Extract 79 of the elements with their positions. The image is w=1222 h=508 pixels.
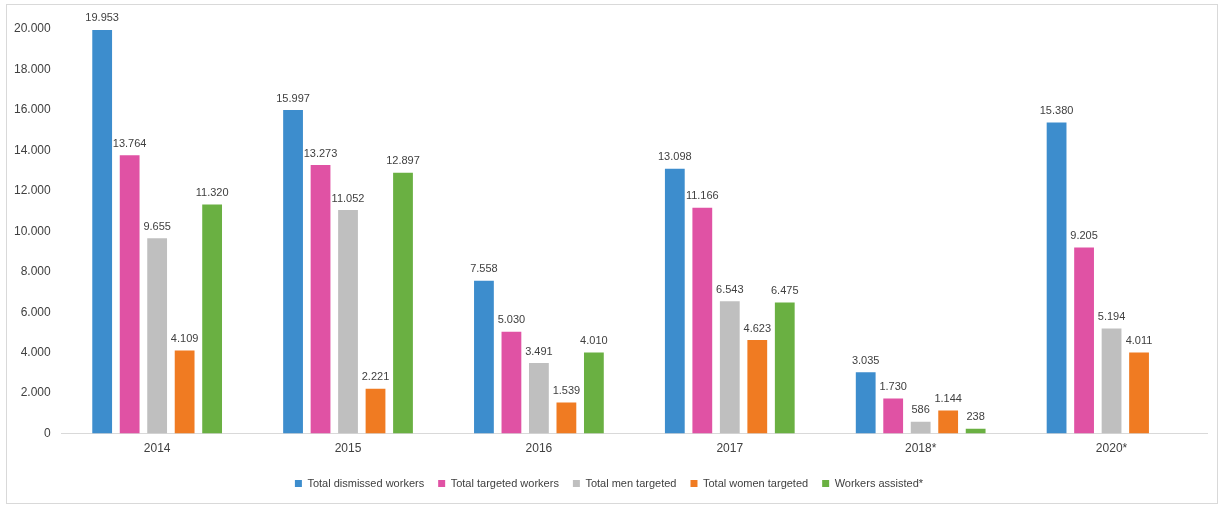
- data-label: 1.144: [934, 391, 962, 404]
- bar: [1101, 328, 1122, 434]
- data-label: 19.953: [85, 11, 119, 24]
- bar: [556, 402, 577, 434]
- y-tick-label: 2.000: [20, 385, 52, 400]
- x-tick-label: 2014: [143, 441, 171, 456]
- data-label: 6.543: [716, 282, 744, 295]
- bar: [338, 210, 358, 434]
- bar: [474, 280, 494, 434]
- bar: [719, 301, 740, 434]
- data-label: 5.194: [1097, 310, 1126, 323]
- x-tick-label: 2018*: [904, 441, 937, 456]
- data-label: 586: [911, 403, 930, 416]
- data-label: 11.052: [331, 191, 365, 204]
- data-label: 13.098: [657, 150, 692, 163]
- bar: [1129, 352, 1149, 434]
- y-tick-label: 8.000: [20, 264, 52, 279]
- y-tick-label: 20.000: [14, 21, 52, 36]
- bar: [692, 207, 713, 434]
- data-label: 15.380: [1039, 103, 1074, 116]
- bar: [202, 204, 223, 434]
- bar: [119, 155, 140, 434]
- data-label: 6.475: [771, 284, 799, 297]
- bar: [938, 410, 959, 434]
- data-label: 3.035: [851, 353, 880, 366]
- bar: [147, 238, 168, 434]
- y-tick-label: 4.000: [20, 344, 52, 359]
- data-label: 7.558: [470, 262, 498, 275]
- bar: [774, 302, 795, 434]
- bar: [747, 340, 768, 434]
- x-tick-label: 2020*: [1095, 441, 1128, 456]
- y-tick-label: 0: [44, 425, 52, 440]
- bar: [883, 398, 904, 434]
- bar: [1046, 122, 1067, 434]
- bar: [365, 388, 386, 434]
- data-label: 12.897: [386, 154, 420, 167]
- bar: [1074, 247, 1094, 434]
- legend-label: Total men targeted: [585, 476, 677, 489]
- data-label: 11.166: [685, 189, 719, 202]
- data-label: 238: [966, 410, 985, 423]
- data-label: 9.205: [1070, 228, 1098, 241]
- bar: [855, 372, 876, 434]
- y-tick-label: 14.000: [14, 142, 52, 157]
- data-label: 13.764: [112, 136, 147, 149]
- y-tick-label: 12.000: [14, 183, 52, 198]
- data-label: 1.539: [552, 384, 581, 396]
- data-label: 13.273: [303, 146, 338, 159]
- y-tick-label: 6.000: [20, 304, 52, 319]
- y-tick-label: 10.000: [14, 223, 52, 238]
- bar: [664, 168, 685, 434]
- data-label: 4.010: [580, 334, 608, 347]
- bar: [910, 421, 931, 434]
- legend-label: Total women targeted: [702, 476, 809, 489]
- data-label: 5.030: [497, 313, 526, 326]
- bar: [501, 331, 522, 434]
- legend-label: Workers assisted*: [834, 476, 924, 489]
- y-tick-label: 16.000: [14, 102, 52, 117]
- data-label: 11.320: [195, 186, 229, 199]
- bar: [283, 109, 303, 434]
- bar: [174, 350, 195, 434]
- data-label: 4.623: [743, 321, 772, 334]
- legend-label: Total dismissed workers: [307, 476, 425, 489]
- data-label: 4.011: [1125, 333, 1153, 346]
- data-label: 15.997: [276, 91, 310, 104]
- data-label: 2.221: [361, 370, 390, 383]
- data-label: 3.491: [525, 344, 553, 357]
- bar: [529, 362, 549, 434]
- bar: [92, 29, 113, 434]
- x-tick-label: 2016: [525, 441, 553, 456]
- bar: [393, 172, 413, 434]
- y-tick-label: 18.000: [14, 61, 52, 76]
- bar: [310, 165, 331, 434]
- x-tick-label: 2015: [334, 441, 362, 456]
- data-label: 4.109: [170, 332, 199, 345]
- data-label: 1.730: [879, 380, 907, 393]
- bar: [583, 352, 604, 434]
- data-label: 9.655: [143, 219, 171, 232]
- x-tick-label: 2017: [716, 441, 744, 456]
- legend-label: Total targeted workers: [450, 476, 560, 489]
